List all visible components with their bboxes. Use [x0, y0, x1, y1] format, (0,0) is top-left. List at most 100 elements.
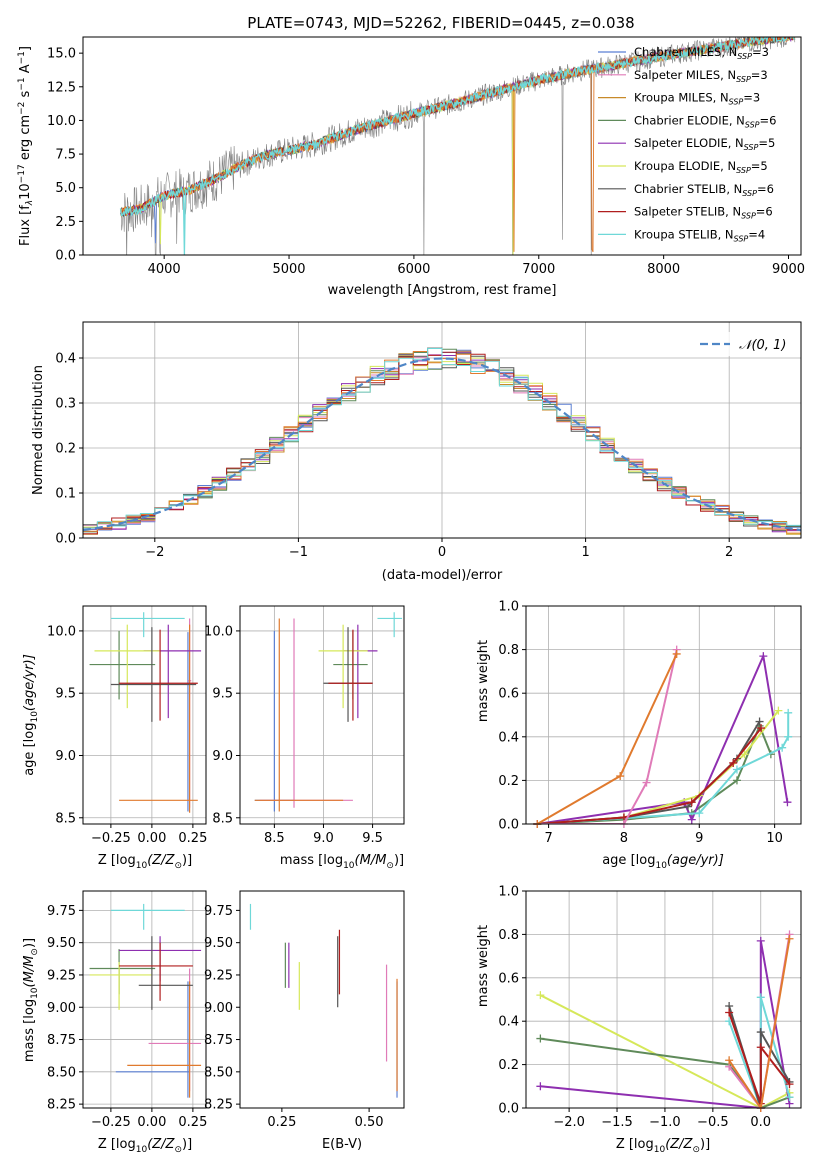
label-part: Salpeter STELIB, N: [634, 205, 741, 219]
weight-marker: [755, 717, 764, 726]
label-part: Z [log: [98, 853, 136, 868]
spectrum-panel: 4000 5000 6000 7000 8000 9000 0.0 2.5 5.0 7.5 10.0…: [17, 36, 805, 298]
label-part: =3: [752, 45, 769, 59]
y-tick-label: 0.8: [498, 643, 519, 658]
x-tick-label: −2.0: [553, 1115, 585, 1130]
y-tick-label: 9.25: [204, 968, 233, 983]
y-tick-label: 5.0: [55, 181, 76, 196]
y-tick-label: 9.0: [212, 749, 233, 764]
label-part: −1: [17, 77, 27, 90]
label-part: SSP: [742, 189, 757, 198]
y-tick-label: 9.50: [204, 936, 233, 951]
label-part: ⊙: [692, 1145, 700, 1155]
y-tick-label: 10.0: [204, 624, 233, 639]
x-tick-label: 0.00: [137, 1115, 166, 1130]
legend-label: Kroupa MILES, NSSP=3: [634, 91, 760, 107]
label-part: ⊙: [30, 948, 40, 956]
label-part: ⊙: [386, 861, 394, 871]
x-tick-label: 5000: [272, 262, 305, 277]
label-part: −17: [17, 164, 27, 183]
label-part: mass [log: [22, 999, 37, 1062]
axes-frame: [82, 321, 802, 539]
label-part: Chabrier ELODIE, N: [634, 113, 745, 127]
weight-marker: [757, 724, 766, 733]
label-part: (Z/Z: [147, 1137, 175, 1152]
label-part: SSP: [736, 75, 751, 84]
y-tick-label: 8.75: [47, 1033, 76, 1048]
y-tick-label: 1.0: [498, 600, 519, 615]
weight-marker: [732, 765, 741, 774]
label-part: SSP: [729, 98, 744, 107]
label-part: =5: [751, 159, 768, 173]
label-part: ]: [18, 46, 33, 51]
x-tick-label: 0.00: [137, 831, 166, 846]
weight-marker: [756, 1028, 765, 1037]
y-tick-label: 8.75: [204, 1033, 233, 1048]
mass-vs-extinction-panel: 0.25 0.50 8.25 8.50 8.75 9.00 9.25 9.50 9.75 E(B-…: [204, 890, 405, 1152]
y-tick-label: 8.5: [212, 811, 233, 826]
x-tick-label: 0.50: [355, 1115, 384, 1130]
label-part: =3: [751, 68, 768, 82]
x-axis-label: mass [log10(M/M⊙)]: [280, 853, 404, 871]
label-part: s: [18, 90, 33, 101]
x-tick-label: −1.0: [649, 1115, 681, 1130]
x-axis-label: Z [log10(Z/Z⊙)]: [98, 853, 192, 871]
x-tick-label: 2: [725, 545, 733, 560]
legend-label: Salpeter MILES, NSSP=3: [634, 68, 768, 84]
y-tick-label: 0.4: [498, 1015, 519, 1030]
label-part: 10: [136, 861, 148, 871]
legend-label: Salpeter STELIB, NSSP=6: [634, 205, 773, 221]
label-part: mass [log: [280, 853, 343, 868]
weight-marker: [725, 1056, 734, 1065]
label-part: age [log: [22, 723, 37, 776]
x-tick-label: −1: [289, 545, 308, 560]
y-tick-label: 0.1: [55, 487, 76, 502]
label-part: )]: [700, 1137, 710, 1152]
legend-label: Kroupa STELIB, NSSP=4: [634, 227, 765, 243]
y-tick-label: 7.5: [55, 148, 76, 163]
label-part: Chabrier MILES, N: [634, 45, 737, 59]
x-tick-label: 1: [581, 545, 589, 560]
x-tick-label: −1.5: [601, 1115, 633, 1130]
label-part: Chabrier STELIB, N: [634, 182, 742, 196]
label-part: Kroupa STELIB, N: [634, 227, 734, 241]
label-part: )]: [22, 938, 37, 948]
weight-marker: [695, 809, 704, 818]
x-tick-label: 9000: [772, 262, 805, 277]
label-part: (age/yr)]: [667, 853, 724, 868]
x-tick-label: 8.5: [264, 831, 285, 846]
weight-marker: [536, 1034, 545, 1043]
weight-marker: [783, 798, 792, 807]
mass-vs-metallicity-panel: −0.25 0.00 0.25 8.25 8.50 8.75 9.00 9.25 9.50 9.7…: [22, 890, 207, 1155]
weight-line: [728, 938, 791, 1108]
y-tick-label: 9.00: [47, 1001, 76, 1016]
label-part: A: [18, 64, 33, 77]
weight-marker: [784, 708, 793, 717]
label-part: =6: [760, 113, 777, 127]
y-axis-label: age [log10(age/yr)]: [22, 654, 40, 776]
y-tick-label: 0.8: [498, 928, 519, 943]
label-part: age [log: [602, 853, 655, 868]
weight-marker: [642, 778, 651, 787]
y-tick-label: 8.50: [47, 1065, 76, 1080]
x-tick-label: −0.25: [91, 1115, 131, 1130]
y-tick-label: 0.2: [498, 774, 519, 789]
weight-marker: [536, 991, 545, 1000]
label-part: λ: [25, 200, 35, 206]
y-tick-label: 9.50: [47, 936, 76, 951]
weight-marker: [774, 706, 783, 715]
x-tick-label: 9: [695, 831, 703, 846]
label-part: ⊙: [174, 861, 182, 871]
y-axis-label: mass [log10(M/M⊙)]: [22, 938, 40, 1062]
weight-marker: [785, 1093, 794, 1102]
y-tick-label: 15.0: [47, 47, 76, 62]
y-tick-label: 9.25: [47, 968, 76, 983]
label-part: 10: [655, 861, 667, 871]
y-tick-label: 0.0: [55, 532, 76, 547]
x-tick-label: −0.25: [91, 831, 131, 846]
y-axis-label: mass weight: [476, 925, 491, 1007]
y-tick-label: 9.5: [212, 687, 233, 702]
y-tick-label: 0.6: [498, 971, 519, 986]
weight-marker: [729, 758, 738, 767]
